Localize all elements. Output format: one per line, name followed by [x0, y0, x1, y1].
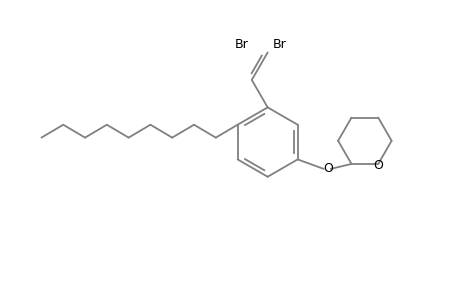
Text: Br: Br [235, 38, 248, 51]
Text: Br: Br [272, 38, 286, 51]
Text: O: O [373, 159, 382, 172]
Text: O: O [322, 162, 332, 176]
